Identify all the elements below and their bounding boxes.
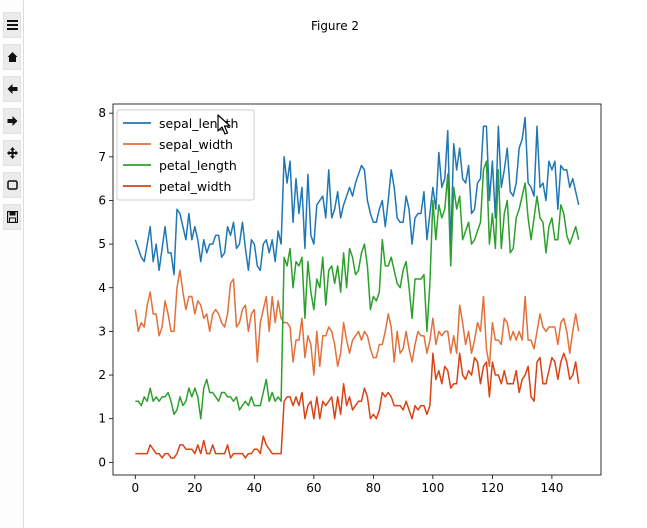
x-tick-label: 0 xyxy=(131,481,139,495)
x-tick-label: 80 xyxy=(366,481,381,495)
navigation-toolbar xyxy=(0,0,24,528)
y-tick-label: 4 xyxy=(98,281,106,295)
menu-button[interactable] xyxy=(3,12,21,38)
x-tick-label: 40 xyxy=(247,481,262,495)
forward-button[interactable] xyxy=(3,108,21,134)
zoom-button[interactable] xyxy=(3,172,21,198)
legend-label-petal_length: petal_length xyxy=(159,158,237,173)
figure-title: Figure 2 xyxy=(310,19,360,33)
back-arrow-icon xyxy=(7,84,18,94)
y-tick-label: 8 xyxy=(98,106,106,120)
plot-frame xyxy=(112,103,602,476)
y-tick-label: 6 xyxy=(98,193,106,207)
home-button[interactable] xyxy=(3,44,21,70)
x-tick-label: 60 xyxy=(306,481,321,495)
series-line-petal_length xyxy=(135,160,580,420)
menu-icon xyxy=(7,20,18,30)
y-tick-label: 7 xyxy=(98,150,106,164)
zoom-rect-icon xyxy=(7,180,18,190)
y-tick-label: 0 xyxy=(98,455,106,469)
home-icon xyxy=(7,52,18,62)
x-tick-label: 140 xyxy=(540,481,563,495)
back-button[interactable] xyxy=(3,76,21,102)
y-tick-label: 2 xyxy=(98,368,106,382)
forward-arrow-icon xyxy=(7,116,18,126)
x-tick-label: 20 xyxy=(187,481,202,495)
legend-label-petal_width: petal_width xyxy=(159,179,231,194)
x-tick-label: 120 xyxy=(481,481,504,495)
legend-box xyxy=(116,109,255,201)
legend-label-sepal_width: sepal_width xyxy=(159,137,233,152)
y-tick-label: 1 xyxy=(98,412,106,426)
y-tick-label: 5 xyxy=(98,237,106,251)
series-line-petal_width xyxy=(135,352,580,459)
y-tick-label: 3 xyxy=(98,324,106,338)
save-icon xyxy=(7,211,18,223)
pan-icon xyxy=(7,147,18,159)
mouse-cursor-icon xyxy=(217,114,231,135)
pan-button[interactable] xyxy=(3,140,21,166)
series-line-sepal_length xyxy=(134,116,580,276)
x-tick-label: 100 xyxy=(421,481,444,495)
save-button[interactable] xyxy=(3,204,21,230)
series-line-sepal_width xyxy=(134,269,580,376)
